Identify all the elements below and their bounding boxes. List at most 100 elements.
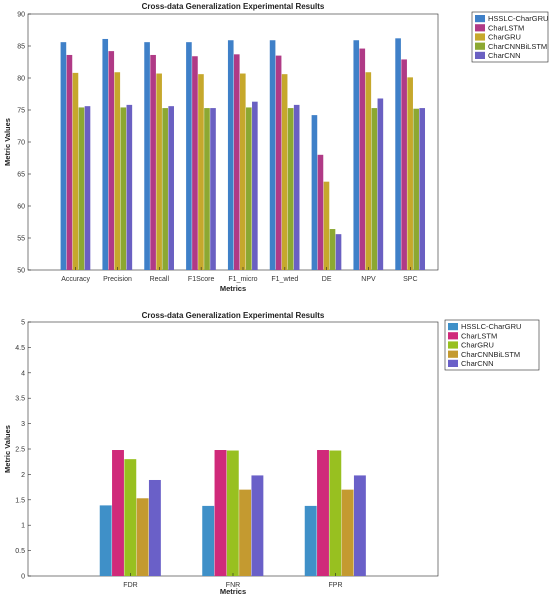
chart1-xtick-label: SPC: [403, 276, 417, 283]
chart2-legend-swatch: [448, 332, 458, 340]
chart1-bar-chargru-npv: [365, 72, 372, 271]
chart1-bar-chargru-de: [323, 181, 330, 270]
chart2-ytick-label: 3.5: [15, 396, 25, 403]
chart1-bar-charlstm-accuracy: [66, 54, 73, 271]
chart1-bar-hsslc-chargru-de: [311, 115, 318, 271]
chart1-xlabel: Metrics: [220, 284, 246, 293]
chart1-ytick-label: 65: [17, 172, 25, 179]
chart1-bar-hsslc-chargru-f1-wted: [269, 40, 276, 270]
chart2-legend-label: CharCNNBiLSTM: [461, 350, 520, 359]
chart2-ytick-label: 2.5: [15, 447, 25, 454]
chart2-xtick-label: FDR: [123, 582, 137, 589]
chart1-bar-charcnnbilstm-f1-wted: [287, 108, 294, 270]
chart1-xtick-label: F1_micro: [228, 276, 257, 283]
chart1-title: Cross-data Generalization Experimental R…: [142, 2, 325, 11]
chart1-bar-charcnn-f1-wted: [293, 104, 300, 270]
chart2-bar-charcnnbilstm-fnr: [239, 489, 252, 576]
chart2-xlabel: Metrics: [220, 587, 246, 596]
chart2-ytick-label: 5: [21, 320, 25, 327]
chart2-bar-charlstm-fnr: [214, 450, 227, 576]
chart2-ytick-label: 0: [21, 574, 25, 581]
chart1-bar-charcnnbilstm-spc: [413, 108, 419, 270]
chart1-bar-charcnn-f1score: [210, 108, 216, 270]
chart1-ytick-label: 90: [17, 12, 25, 19]
chart2-bar-hsslc-chargru-fdr: [99, 505, 112, 576]
chart1-bar-charcnn-npv: [377, 98, 384, 270]
chart1-bar-charcnnbilstm-f1score: [204, 108, 210, 270]
chart2-bar-chargru-fnr: [226, 450, 239, 576]
chart1-ylabel: Metric Values: [3, 118, 12, 166]
chart2-bar-hsslc-chargru-fpr: [304, 505, 317, 576]
chart1-bar-chargru-accuracy: [72, 72, 79, 270]
chart1-xtick-label: DE: [322, 276, 332, 283]
chart1-bar-charcnn-spc: [419, 108, 426, 270]
chart1-legend-label: HSSLC-CharGRU: [488, 14, 548, 23]
chart1-bar-chargru-f1-micro: [239, 73, 246, 271]
chart1-ytick-label: 75: [17, 108, 25, 115]
chart1-legend-swatch: [475, 24, 485, 32]
chart1-bar-hsslc-chargru-spc: [395, 38, 401, 270]
chart1-bar-hsslc-chargru-accuracy: [60, 42, 67, 270]
chart2-bar-chargru-fpr: [329, 450, 342, 576]
chart1-bar-chargru-f1score: [198, 74, 204, 270]
chart1-legend-label: CharCNNBiLSTM: [488, 42, 547, 51]
chart2-bar-chargru-fdr: [124, 459, 137, 576]
chart2-legend-label: HSSLC-CharGRU: [461, 322, 521, 331]
chart1-xtick-label: F1Score: [188, 276, 215, 283]
chart2-xtick-label: FNR: [226, 582, 240, 589]
chart1-xtick-label: Recall: [150, 276, 170, 283]
chart1-legend-label: CharCNN: [488, 51, 521, 60]
chart1-bar-charcnn-recall: [168, 106, 174, 270]
chart1-bar-charcnnbilstm-npv: [371, 108, 378, 270]
chart2-bar-charlstm-fpr: [317, 450, 329, 576]
chart1-bar-hsslc-chargru-npv: [353, 40, 360, 270]
chart2-title: Cross-data Generalization Experimental R…: [142, 311, 325, 320]
chart2-legend-label: CharCNN: [461, 359, 494, 368]
chart2-legend-label: CharLSTM: [461, 331, 497, 340]
chart2-legend-swatch: [448, 323, 458, 331]
chart1-legend-swatch: [475, 42, 485, 50]
chart1-ytick-label: 80: [17, 76, 25, 83]
chart2-bar-charcnnbilstm-fpr: [341, 489, 354, 576]
chart2-ytick-label: 4.5: [15, 345, 25, 352]
chart2-legend-box: [444, 319, 540, 371]
chart1-bar-charcnn-f1-micro: [252, 101, 258, 271]
chart2-ytick-label: 4: [21, 370, 25, 377]
chart1-bar-charlstm-recall: [150, 54, 156, 271]
chart2-bar-charcnn-fnr: [251, 475, 264, 576]
chart2-ylabel: Metric Values: [3, 425, 12, 473]
chart1-bar-charcnnbilstm-accuracy: [78, 107, 85, 270]
chart2-ytick-label: 0.5: [15, 548, 25, 555]
chart1-bar-charlstm-f1-wted: [275, 55, 282, 270]
chart1-bar-hsslc-chargru-precision: [102, 38, 109, 271]
chart1-bar-chargru-f1-wted: [281, 74, 288, 270]
chart1-bar-hsslc-chargru-f1score: [186, 42, 192, 270]
chart1-bar-hsslc-chargru-f1-micro: [227, 40, 234, 270]
chart1-legend-swatch: [475, 15, 485, 23]
chart2-legend-swatch: [448, 359, 458, 367]
chart1-bar-charcnn-accuracy: [84, 106, 91, 270]
chart2-bar-charcnn-fdr: [148, 479, 161, 576]
chart2-ytick-label: 3: [21, 421, 25, 428]
chart1-legend-label: CharLSTM: [488, 23, 524, 32]
chart1-bar-charlstm-f1-micro: [233, 54, 240, 270]
chart1-bar-charlstm-precision: [108, 51, 115, 271]
chart1-legend-swatch: [475, 33, 485, 41]
chart2-bar-charcnnbilstm-fdr: [136, 498, 149, 576]
chart1-bar-charcnnbilstm-de: [329, 229, 336, 270]
chart2-legend-swatch: [448, 350, 458, 358]
chart1-bar-charlstm-spc: [401, 59, 407, 270]
chart2-bar-charcnn-fpr: [353, 475, 366, 576]
chart1-bar-chargru-precision: [114, 72, 121, 271]
chart1-ytick-label: 55: [17, 236, 25, 243]
chart2-legend-swatch: [448, 341, 458, 349]
chart1-ytick-label: 85: [17, 44, 25, 51]
chart2-ytick-label: 2: [21, 472, 25, 479]
chart1-bar-charcnn-precision: [126, 104, 133, 270]
chart1-ytick-label: 60: [17, 204, 25, 211]
chart2-bar-charlstm-fdr: [112, 450, 124, 576]
chart1-legend-swatch: [475, 51, 485, 59]
chart1-bar-chargru-recall: [156, 73, 162, 271]
